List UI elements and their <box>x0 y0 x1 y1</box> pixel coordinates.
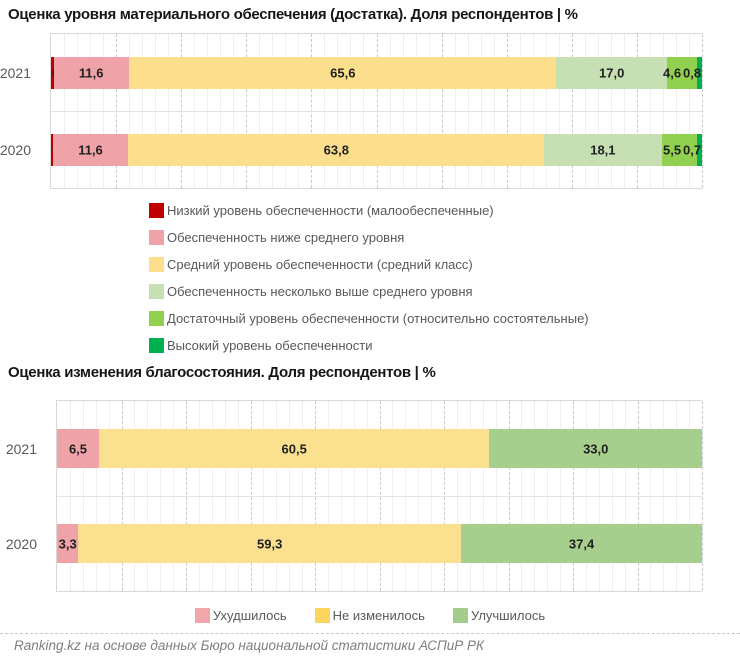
legend-item-5: Достаточный уровень обеспеченности (отно… <box>149 305 589 332</box>
segment-value-label: 11,6 <box>78 65 104 80</box>
bar-segment-1 <box>57 429 99 468</box>
segment-value-label: 17,0 <box>599 65 625 80</box>
category-label-2021: 2021 <box>5 440 37 457</box>
segment-value-label: 59,3 <box>257 536 283 551</box>
bar-segment-6 <box>696 56 702 89</box>
category-label-2020: 2020 <box>5 535 37 552</box>
bar-segment-5 <box>661 133 698 166</box>
legend-color-swatch <box>452 607 468 623</box>
bar-segment-1 <box>51 56 54 89</box>
segment-value-label: 11,6 <box>78 142 103 157</box>
legend-item-6: Высокий уровень обеспеченности <box>149 332 589 359</box>
bar-segment-2 <box>98 429 490 468</box>
bar-segment-2 <box>52 133 129 166</box>
chart2-plot-area: 2021 6,5 60,5 33,0 2020 3,3 59,3 37,4 <box>6 400 703 592</box>
segment-value-label: 6,5 <box>68 441 88 456</box>
legend-color-swatch <box>149 203 164 218</box>
segment-value-label: 0,7 <box>683 142 702 157</box>
bar-segment-3 <box>489 429 702 468</box>
legend-color-swatch <box>149 257 164 272</box>
legend-item-label: Достаточный уровень обеспеченности (отно… <box>167 311 589 326</box>
legend-item-label: Низкий уровень обеспеченности (малообесп… <box>167 203 494 218</box>
segment-value-label: 0,8 <box>683 65 702 80</box>
row-separator <box>57 496 702 497</box>
row-separator <box>51 111 702 112</box>
legend-item-label: Ухудшилось <box>212 607 287 623</box>
chart1-legend: Низкий уровень обеспеченности (малообесп… <box>149 197 589 359</box>
bar-segment-2 <box>53 56 130 89</box>
major-gridline <box>702 401 703 591</box>
segment-value-label: 37,4 <box>568 536 595 551</box>
legend-item-1: Ухудшилось <box>194 604 287 626</box>
legend-item-3: Средний уровень обеспеченности (средний … <box>149 251 589 278</box>
bar-segment-1 <box>57 524 79 563</box>
major-gridline <box>702 34 703 188</box>
legend-item-label: Обеспеченность несколько выше среднего у… <box>167 284 473 299</box>
legend-color-swatch <box>149 230 164 245</box>
category-label-2020: 2020 <box>0 141 31 158</box>
legend-item-2: Не изменилось <box>314 604 425 626</box>
segment-value-label: 33,0 <box>583 441 609 456</box>
bar-segment-6 <box>697 133 702 166</box>
bar-segment-3 <box>129 56 557 89</box>
legend-item-4: Обеспеченность несколько выше среднего у… <box>149 278 589 305</box>
legend-color-swatch <box>314 607 330 623</box>
chart1-plot-area: 20210,411,665,617,04,60,820200,311,663,8… <box>0 33 703 189</box>
chart1-title: Оценка уровня материального обеспечения … <box>8 6 578 23</box>
legend-item-1: Низкий уровень обеспеченности (малообесп… <box>149 197 589 224</box>
bar-segment-4 <box>556 56 667 89</box>
legend-color-swatch <box>149 338 164 353</box>
legend-item-3: Улучшилось <box>452 604 546 626</box>
bar-segment-2 <box>78 524 461 563</box>
bar-segment-3 <box>460 524 702 563</box>
chart2-legend: Ухудшилось Не изменилось Улучшилось <box>0 604 740 626</box>
bar-segment-3 <box>128 133 544 166</box>
bar-segment-4 <box>543 133 662 166</box>
segment-value-label: 60,5 <box>281 441 307 456</box>
bar-2020: 0,311,663,818,15,50,7 <box>51 133 702 166</box>
legend-item-2: Обеспеченность ниже среднего уровня <box>149 224 589 251</box>
source-note: Ranking.kz на основе данных Бюро национа… <box>14 638 485 653</box>
bar-segment-1 <box>51 133 53 166</box>
legend-item-label: Высокий уровень обеспеченности <box>167 338 373 353</box>
segment-value-label: 5,5 <box>663 142 682 157</box>
footer-separator-line <box>0 633 740 634</box>
bar-2021: 6,5 60,5 33,0 <box>57 429 702 468</box>
category-label-2021: 2021 <box>0 64 31 81</box>
segment-value-label: 18,1 <box>590 142 616 157</box>
segment-value-label: 4,6 <box>663 65 682 80</box>
segment-value-label: 63,8 <box>323 142 349 157</box>
legend-color-swatch <box>194 607 210 623</box>
legend-item-label: Улучшилось <box>470 607 546 623</box>
legend-item-label: Средний уровень обеспеченности (средний … <box>167 257 473 272</box>
legend-item-label: Обеспеченность ниже среднего уровня <box>167 230 405 245</box>
legend-item-label: Не изменилось <box>332 607 425 623</box>
bar-segment-5 <box>666 56 697 89</box>
bar-2021: 0,411,665,617,04,60,8 <box>51 56 702 89</box>
legend-color-swatch <box>149 311 164 326</box>
chart2-title: Оценка изменения благосостояния. Доля ре… <box>8 364 436 381</box>
legend-color-swatch <box>149 284 164 299</box>
bar-2020: 3,3 59,3 37,4 <box>57 524 702 563</box>
segment-value-label: 3,3 <box>58 536 77 551</box>
segment-value-label: 65,6 <box>330 65 356 80</box>
